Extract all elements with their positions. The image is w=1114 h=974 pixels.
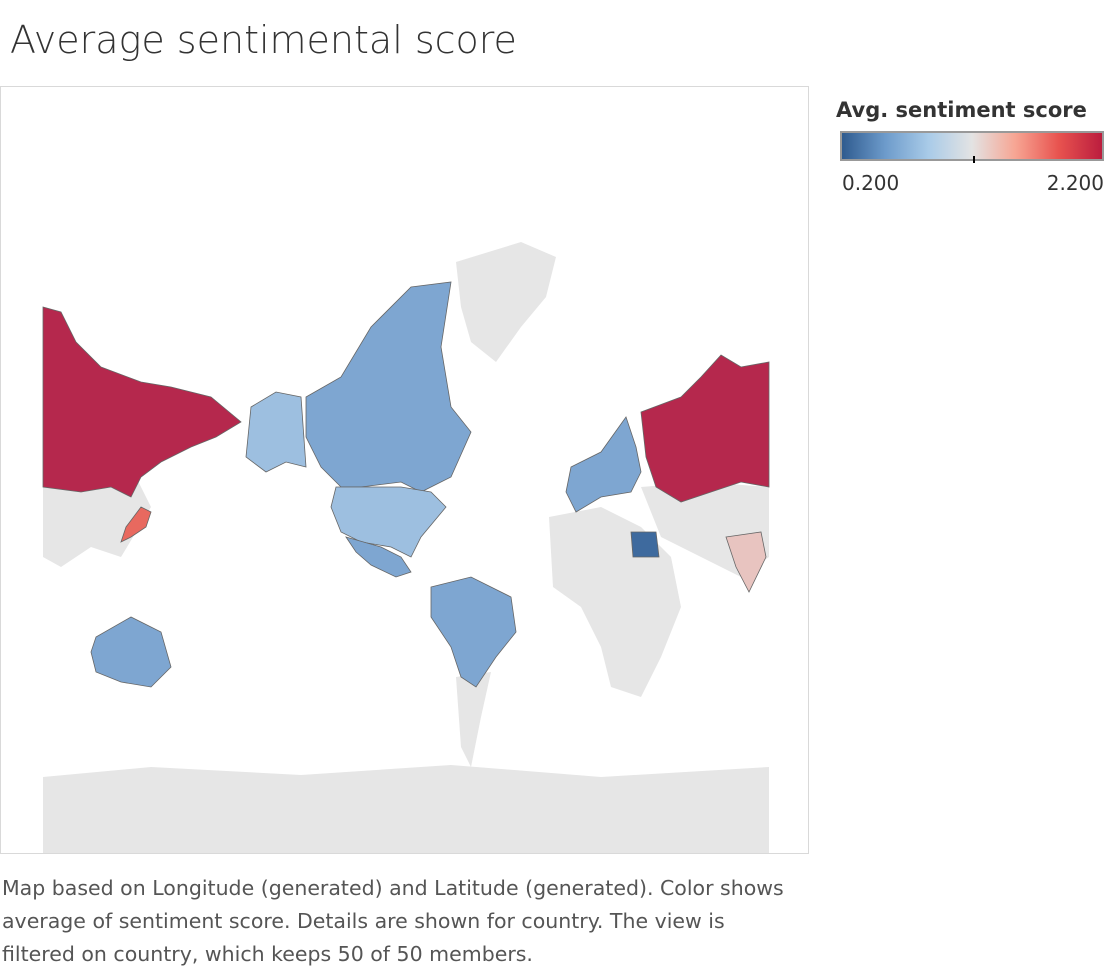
map-caption: Map based on Longitude (generated) and L… (2, 876, 784, 966)
legend-min-label: 0.200 (842, 171, 900, 195)
region-south-america[interactable] (430, 576, 517, 688)
page-title: Average sentimental score (10, 18, 517, 62)
region-canada[interactable] (305, 281, 472, 493)
map-canvas[interactable] (1, 87, 809, 854)
region-mexico[interactable] (345, 536, 412, 578)
legend-gradient-bar (840, 131, 1104, 161)
color-legend: Avg. sentiment score 0.200 2.200 (836, 98, 1106, 195)
legend-max-label: 2.200 (1046, 171, 1104, 195)
region-australia[interactable] (90, 616, 172, 688)
region-egypt[interactable] (630, 531, 660, 558)
region-india[interactable] (725, 531, 767, 593)
legend-center-tick (973, 156, 975, 163)
region-japan[interactable] (120, 506, 152, 543)
legend-title: Avg. sentiment score (836, 98, 1087, 122)
region-europe[interactable] (565, 416, 642, 513)
region-alaska[interactable] (245, 391, 307, 473)
region-usa[interactable] (330, 486, 447, 558)
region-russia-west[interactable] (640, 354, 770, 503)
map-view[interactable] (0, 86, 809, 854)
region-russia-east[interactable] (42, 306, 242, 498)
